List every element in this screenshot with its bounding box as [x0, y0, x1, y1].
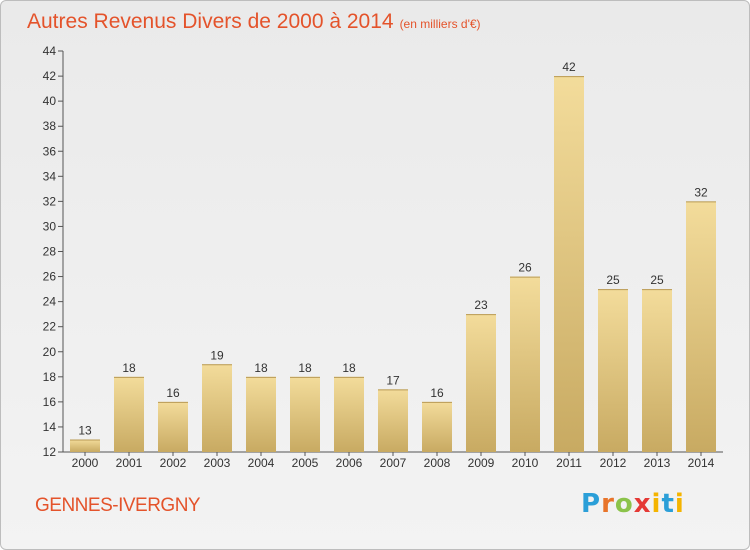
bar-2004: [246, 376, 276, 452]
bar-2014: [686, 201, 716, 452]
bar-2000: [70, 439, 100, 452]
data-label-2011: 42: [562, 60, 576, 74]
y-tick-label: 38: [43, 119, 57, 133]
bar-2010: [510, 276, 540, 452]
chart-title: Autres Revenus Divers de 2000 à 2014 (en …: [27, 10, 481, 34]
x-tick-label-2005: 2005: [292, 456, 319, 470]
y-tick-label: 28: [43, 245, 57, 259]
y-tick-label: 22: [43, 320, 57, 334]
data-label-2004: 18: [254, 361, 268, 375]
data-label-2014: 32: [694, 185, 708, 199]
town-name: GENNES-IVERGNY: [35, 495, 201, 516]
y-tick-label: 18: [43, 370, 57, 384]
bar-2012: [598, 289, 628, 452]
chart-title-text: Autres Revenus Divers de 2000 à 2014: [27, 10, 394, 33]
x-tick-label-2002: 2002: [160, 456, 187, 470]
bar-2007: [378, 389, 408, 452]
data-label-2006: 18: [342, 361, 356, 375]
x-tick-label-2010: 2010: [512, 456, 539, 470]
data-label-2008: 16: [430, 386, 444, 400]
data-label-2000: 13: [78, 423, 92, 437]
x-tick-label-2006: 2006: [336, 456, 363, 470]
bar-2006: [334, 376, 364, 452]
x-tick-label-2014: 2014: [688, 456, 715, 470]
x-tick-label-2008: 2008: [424, 456, 451, 470]
x-tick-label-2009: 2009: [468, 456, 495, 470]
data-label-2013: 25: [650, 273, 664, 287]
chart-bars: [70, 76, 716, 452]
y-tick-label: 32: [43, 194, 57, 208]
data-label-2002: 16: [166, 386, 180, 400]
bar-2009: [466, 314, 496, 452]
bar-2002: [158, 401, 188, 452]
y-tick-label: 12: [43, 445, 57, 459]
x-tick-label-2004: 2004: [248, 456, 275, 470]
y-tick-label: 44: [43, 44, 57, 58]
data-label-2007: 17: [386, 373, 400, 387]
x-tick-label-2011: 2011: [556, 456, 582, 470]
x-tick-label-2013: 2013: [644, 456, 671, 470]
bar-2013: [642, 289, 672, 452]
bar-2003: [202, 364, 232, 452]
y-tick-label: 20: [43, 345, 57, 359]
data-label-2012: 25: [606, 273, 620, 287]
data-label-2001: 18: [122, 361, 136, 375]
y-tick-label: 14: [43, 420, 57, 434]
bar-2005: [290, 376, 320, 452]
y-tick-label: 26: [43, 270, 57, 284]
x-tick-label-2000: 2000: [72, 456, 99, 470]
data-label-2005: 18: [298, 361, 312, 375]
bar-2008: [422, 401, 452, 452]
y-tick-label: 40: [43, 94, 57, 108]
x-tick-label-2012: 2012: [600, 456, 627, 470]
chart-subtitle: (en milliers d'€): [399, 17, 481, 31]
y-tick-label: 36: [43, 144, 57, 158]
y-tick-label: 16: [43, 395, 57, 409]
data-label-2003: 19: [210, 348, 224, 362]
y-tick-label: 42: [43, 69, 57, 83]
bar-2001: [114, 376, 144, 452]
y-tick-label: 24: [43, 295, 57, 309]
data-label-2009: 23: [474, 298, 488, 312]
x-tick-label-2001: 2001: [116, 456, 143, 470]
bar-2011: [554, 76, 584, 452]
y-tick-label: 30: [43, 219, 57, 233]
chart-labels: 13 18 16 19 18 18 18 17 16 23 26 42 25 25 32: [78, 60, 708, 437]
proxiti-logo: Proxiti: [581, 489, 685, 519]
data-label-2010: 26: [518, 261, 532, 275]
x-tick-label-2007: 2007: [380, 456, 407, 470]
y-tick-label: 34: [43, 169, 57, 183]
x-tick-label-2003: 2003: [204, 456, 231, 470]
bar-chart: 12 14 16 18 20 22 24 26 28 30 32 34 36 38 40 42 44 2000 20…: [43, 44, 723, 470]
